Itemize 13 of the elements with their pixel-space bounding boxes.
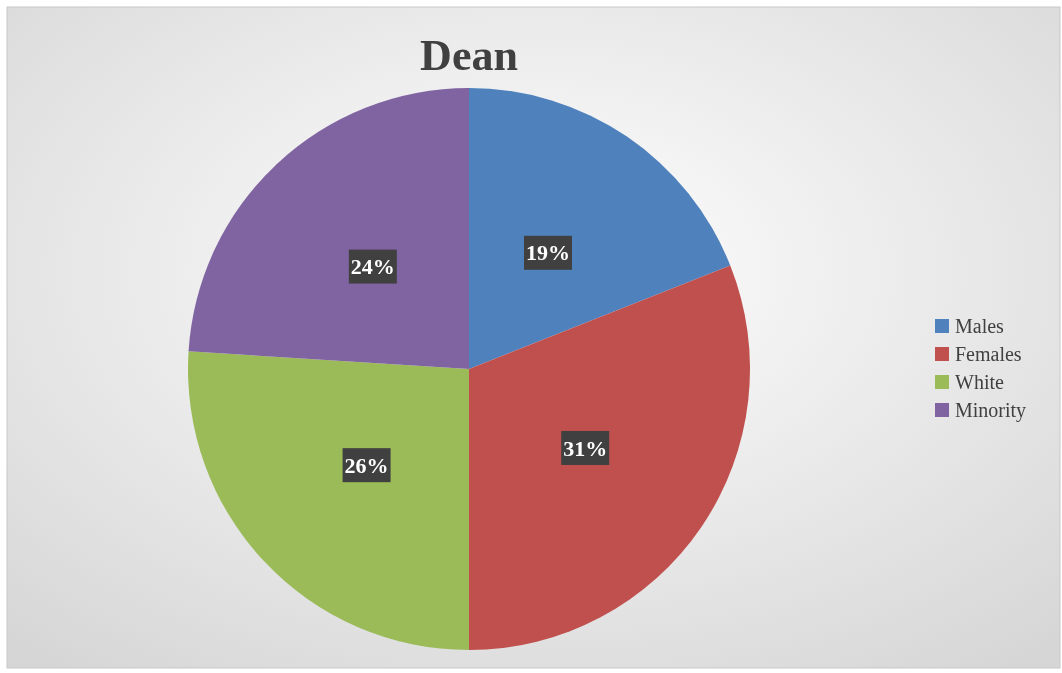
pie-slice: [469, 265, 750, 650]
pie-slice: [188, 88, 469, 369]
data-label: 26%: [344, 452, 389, 478]
legend-label: Males: [955, 315, 1005, 337]
pie-slice: [469, 88, 731, 369]
legend-label: Females: [955, 343, 1022, 365]
pie-slice: [188, 351, 469, 650]
data-label: 31%: [563, 435, 608, 461]
data-label: 19%: [525, 240, 570, 266]
chart-title: Dean: [420, 31, 518, 81]
legend-label: Minority: [955, 399, 1027, 422]
data-label: 24%: [350, 254, 395, 280]
legend-label: White: [955, 371, 1004, 393]
